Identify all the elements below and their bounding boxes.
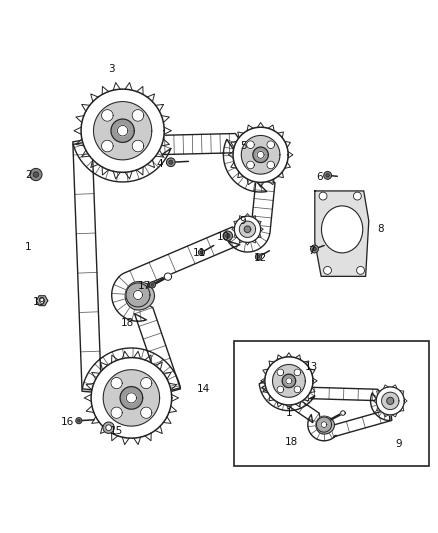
Circle shape — [33, 172, 39, 177]
Polygon shape — [341, 411, 345, 415]
Text: 6: 6 — [316, 172, 323, 182]
Text: 17: 17 — [138, 281, 151, 291]
Text: 13: 13 — [304, 362, 318, 372]
Circle shape — [76, 418, 82, 424]
Text: 16: 16 — [61, 417, 74, 427]
Polygon shape — [134, 290, 142, 300]
Text: 18: 18 — [120, 318, 134, 328]
Polygon shape — [117, 125, 128, 136]
Polygon shape — [126, 393, 137, 403]
Polygon shape — [241, 135, 280, 174]
Text: 9: 9 — [395, 439, 402, 449]
Circle shape — [255, 254, 261, 260]
Circle shape — [319, 192, 327, 200]
Circle shape — [106, 425, 111, 431]
Circle shape — [151, 284, 154, 286]
Polygon shape — [316, 416, 334, 434]
Polygon shape — [103, 370, 159, 426]
Polygon shape — [244, 226, 251, 232]
Text: 9: 9 — [240, 215, 247, 225]
Polygon shape — [120, 386, 143, 409]
Polygon shape — [265, 357, 313, 405]
Polygon shape — [315, 191, 369, 276]
Circle shape — [324, 172, 332, 179]
Polygon shape — [286, 378, 292, 384]
Text: 7: 7 — [307, 246, 314, 256]
Polygon shape — [81, 89, 164, 172]
Text: 1: 1 — [286, 408, 293, 418]
Polygon shape — [132, 110, 144, 121]
Circle shape — [324, 266, 332, 274]
Circle shape — [357, 266, 364, 274]
Polygon shape — [387, 398, 394, 405]
Circle shape — [353, 192, 361, 200]
Text: 8: 8 — [378, 224, 385, 235]
Text: 4: 4 — [156, 159, 163, 168]
Polygon shape — [272, 365, 305, 397]
Polygon shape — [164, 273, 172, 280]
Polygon shape — [91, 358, 172, 438]
Polygon shape — [73, 133, 275, 394]
Polygon shape — [125, 281, 155, 310]
Circle shape — [166, 158, 175, 167]
Text: 14: 14 — [197, 384, 210, 394]
Circle shape — [39, 298, 45, 303]
Circle shape — [78, 419, 80, 422]
Circle shape — [311, 245, 318, 253]
Circle shape — [313, 247, 316, 251]
Text: 19: 19 — [33, 296, 46, 306]
Polygon shape — [257, 151, 264, 158]
Polygon shape — [259, 378, 392, 441]
Polygon shape — [267, 161, 275, 169]
Polygon shape — [102, 140, 113, 152]
Circle shape — [30, 168, 42, 181]
Polygon shape — [294, 386, 301, 393]
Circle shape — [169, 160, 173, 164]
Circle shape — [149, 282, 155, 288]
Polygon shape — [36, 296, 48, 305]
Ellipse shape — [321, 206, 363, 253]
Polygon shape — [294, 369, 301, 376]
Polygon shape — [277, 369, 284, 376]
Text: 15: 15 — [110, 426, 123, 436]
Polygon shape — [277, 386, 284, 393]
Polygon shape — [233, 127, 288, 182]
Polygon shape — [111, 377, 122, 389]
Circle shape — [198, 249, 205, 255]
Polygon shape — [321, 422, 327, 427]
Polygon shape — [247, 161, 254, 169]
Circle shape — [226, 233, 230, 238]
Polygon shape — [381, 392, 399, 409]
Polygon shape — [253, 147, 268, 163]
Circle shape — [200, 251, 203, 254]
Text: 5: 5 — [240, 141, 247, 151]
Circle shape — [257, 255, 260, 259]
Circle shape — [223, 231, 233, 241]
Polygon shape — [376, 387, 404, 415]
Text: 11: 11 — [193, 248, 206, 259]
Text: 3: 3 — [108, 64, 115, 75]
Text: 12: 12 — [254, 253, 267, 263]
Polygon shape — [282, 374, 296, 387]
Polygon shape — [126, 283, 150, 307]
Polygon shape — [94, 102, 152, 160]
Polygon shape — [239, 221, 256, 237]
Polygon shape — [234, 216, 261, 243]
Polygon shape — [267, 141, 275, 149]
Text: 1: 1 — [25, 242, 32, 252]
Text: 18: 18 — [285, 437, 298, 447]
Circle shape — [326, 174, 329, 177]
Text: 10: 10 — [217, 232, 230, 242]
Polygon shape — [141, 377, 152, 389]
Circle shape — [103, 422, 114, 433]
Text: 2: 2 — [25, 169, 32, 180]
Polygon shape — [111, 407, 122, 418]
Polygon shape — [132, 140, 144, 152]
Bar — [234, 341, 429, 466]
Polygon shape — [111, 119, 134, 142]
Polygon shape — [316, 417, 332, 432]
Polygon shape — [141, 407, 152, 418]
Polygon shape — [247, 141, 254, 149]
Polygon shape — [102, 110, 113, 121]
